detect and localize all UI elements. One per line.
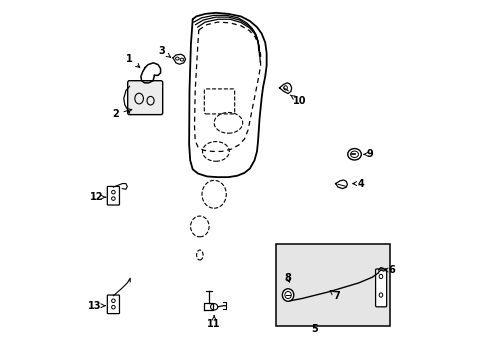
Text: 11: 11 bbox=[207, 316, 221, 329]
Text: 12: 12 bbox=[89, 192, 105, 202]
Text: 8: 8 bbox=[284, 273, 290, 283]
Text: 10: 10 bbox=[290, 95, 306, 107]
Ellipse shape bbox=[282, 289, 293, 301]
Ellipse shape bbox=[347, 149, 361, 160]
Text: 3: 3 bbox=[158, 46, 170, 57]
Text: 9: 9 bbox=[363, 149, 373, 159]
FancyBboxPatch shape bbox=[375, 269, 386, 307]
Text: 1: 1 bbox=[126, 54, 140, 67]
Text: 4: 4 bbox=[352, 179, 363, 189]
Text: 2: 2 bbox=[112, 109, 132, 119]
FancyBboxPatch shape bbox=[127, 81, 163, 114]
Text: 6: 6 bbox=[384, 265, 394, 275]
FancyBboxPatch shape bbox=[107, 295, 119, 314]
FancyBboxPatch shape bbox=[275, 244, 389, 327]
Text: 13: 13 bbox=[88, 301, 105, 311]
Text: 7: 7 bbox=[329, 291, 339, 301]
Text: 5: 5 bbox=[310, 324, 317, 334]
FancyBboxPatch shape bbox=[107, 186, 119, 205]
